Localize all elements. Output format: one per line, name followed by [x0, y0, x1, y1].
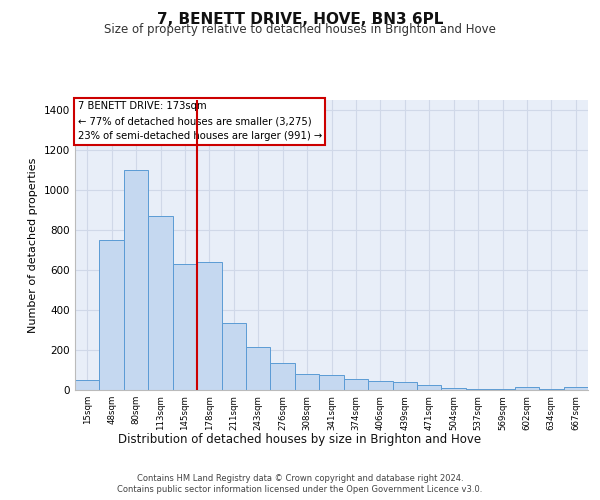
Bar	[417, 385, 442, 390]
Bar	[246, 347, 271, 390]
Bar	[295, 374, 319, 390]
Bar	[197, 262, 221, 390]
Text: 7, BENETT DRIVE, HOVE, BN3 6PL: 7, BENETT DRIVE, HOVE, BN3 6PL	[157, 12, 443, 28]
Bar	[173, 264, 197, 390]
Bar	[221, 323, 246, 390]
Text: 7 BENETT DRIVE: 173sqm
← 77% of detached houses are smaller (3,275)
23% of semi-: 7 BENETT DRIVE: 173sqm ← 77% of detached…	[77, 102, 322, 141]
Y-axis label: Number of detached properties: Number of detached properties	[28, 158, 38, 332]
Bar	[75, 380, 100, 390]
Text: Contains HM Land Registry data © Crown copyright and database right 2024.: Contains HM Land Registry data © Crown c…	[137, 474, 463, 483]
Bar	[539, 389, 563, 390]
Bar	[515, 387, 539, 390]
Bar	[319, 375, 344, 390]
Bar	[368, 381, 392, 390]
Bar	[148, 216, 173, 390]
Bar	[124, 170, 148, 390]
Bar	[344, 379, 368, 390]
Bar	[442, 388, 466, 390]
Bar	[392, 382, 417, 390]
Text: Contains public sector information licensed under the Open Government Licence v3: Contains public sector information licen…	[118, 485, 482, 494]
Bar	[271, 363, 295, 390]
Bar	[466, 389, 490, 390]
Bar	[100, 240, 124, 390]
Bar	[490, 389, 515, 390]
Bar	[563, 387, 588, 390]
Text: Size of property relative to detached houses in Brighton and Hove: Size of property relative to detached ho…	[104, 22, 496, 36]
Text: Distribution of detached houses by size in Brighton and Hove: Distribution of detached houses by size …	[118, 432, 482, 446]
